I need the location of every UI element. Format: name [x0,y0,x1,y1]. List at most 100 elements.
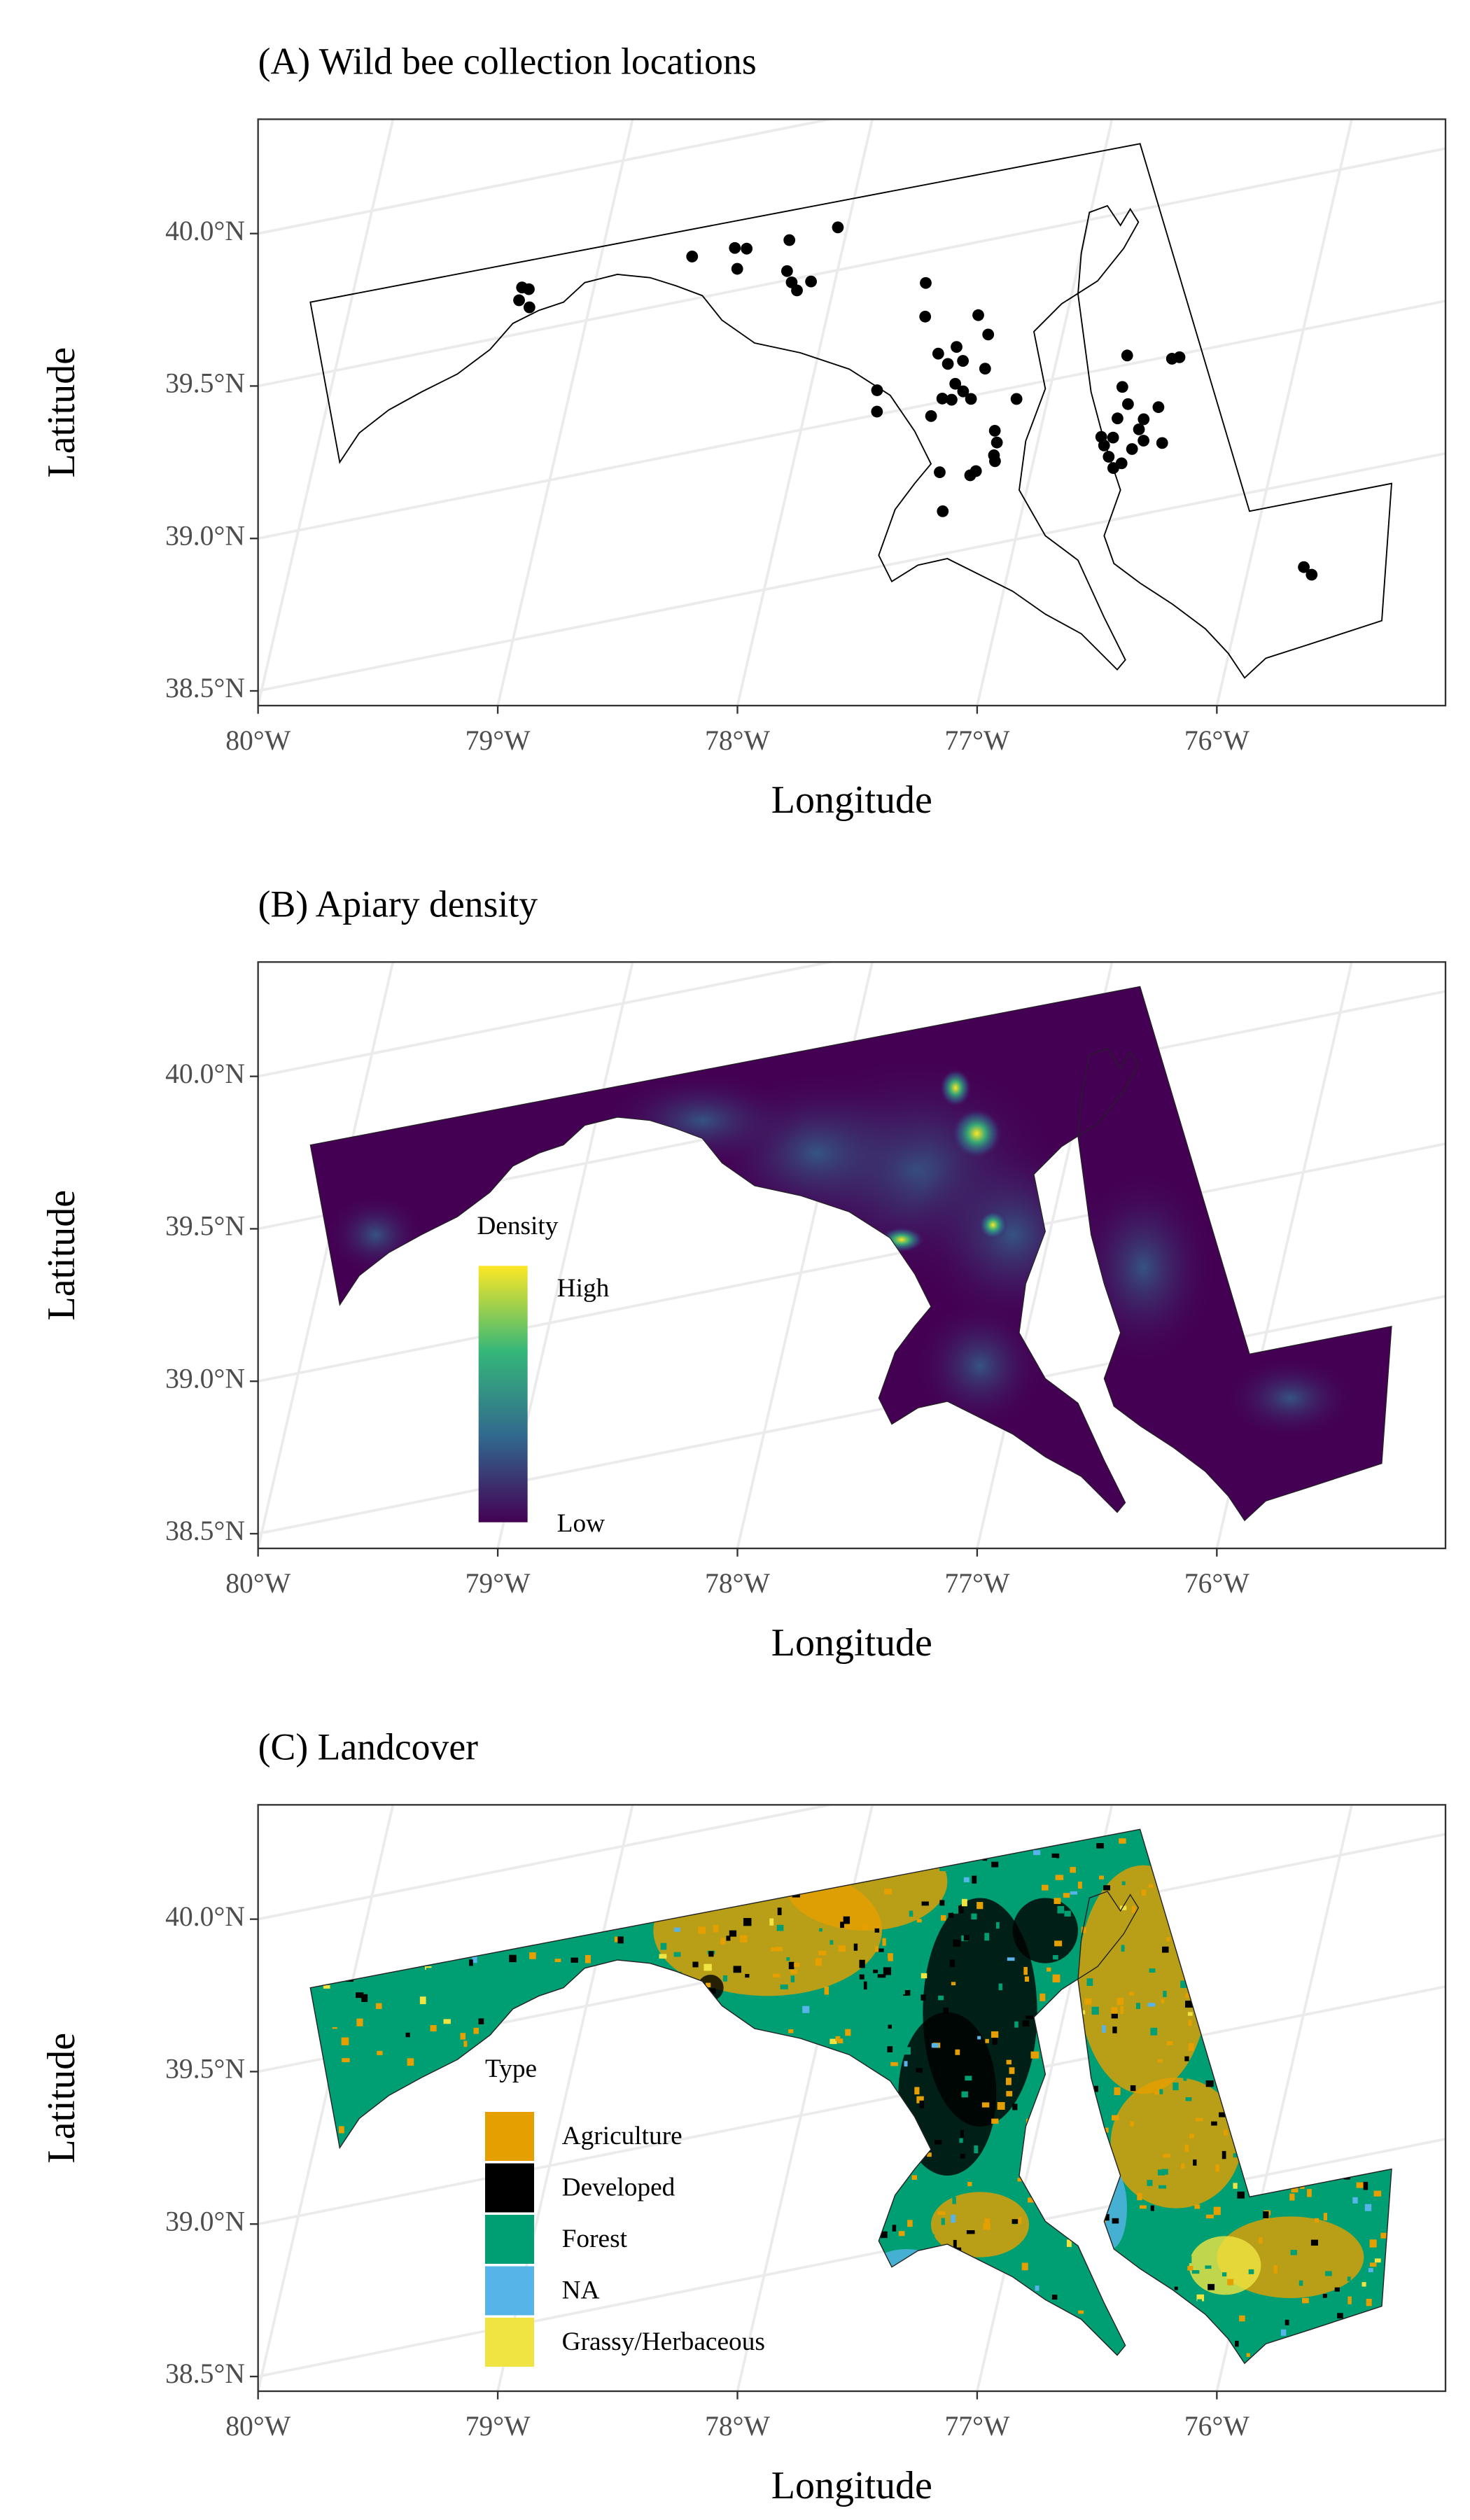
landcover-pixel [1063,1893,1070,1898]
landcover-pixel [1291,2187,1298,2193]
landcover-pixel [904,2061,908,2067]
landcover-pixel [554,1959,561,1963]
landcover-pixel [1036,1983,1044,1991]
landcover-pixel [1148,1884,1154,1888]
landcover-pixel [1006,2091,1013,2096]
landcover-pixel [1248,2269,1254,2274]
landcover-pixel [1023,1966,1028,1975]
collection-point [941,358,954,370]
landcover-pixel [931,2043,939,2048]
landcover-pixel [873,1969,878,1973]
landcover-pixel [1091,2006,1099,2015]
landcover-pixel [981,2102,990,2108]
collection-point [925,410,937,422]
landcover-pixel [928,2234,935,2241]
landcover-pixel [883,1967,892,1975]
landcover-pixel [1196,2294,1205,2302]
x-tick-label: 79°W [465,1568,531,1599]
landcover-pixel [1208,2283,1215,2290]
landcover-pixel [509,1954,517,1963]
landcover-pixel [909,1910,913,1917]
y-axis-label: Latitude [40,1190,83,1321]
landcover-pixel [1007,1957,1015,1961]
landcover-pixel [1026,2015,1034,2019]
landcover-pixel [726,1935,731,1941]
landcover-pixel [1024,1976,1030,1982]
x-axis-label: Longitude [771,1621,932,1665]
landcover-pixel [967,2181,972,2187]
landcover-pixel [1310,2239,1318,2246]
landcover-pixel [824,1986,830,1995]
landcover-pixel [1111,2013,1118,2019]
collection-point [1306,568,1318,581]
landcover-pixel [1307,2189,1312,2197]
landcover-pixel [1142,2258,1147,2262]
collection-point [1102,451,1115,463]
landcover-pixel [862,1923,869,1930]
landcover-pixel [1362,2282,1366,2287]
landcover-pixel [706,1982,711,1988]
landcover-pixel [1336,2300,1341,2305]
landcover-pixel [1066,2239,1072,2247]
x-tick-label: 80°W [225,1568,291,1599]
density-blob [914,1300,1046,1432]
landcover-pixel [1006,2059,1011,2065]
landcover-pixel [1137,2192,1142,2201]
landcover-pixel [729,1930,737,1937]
landcover-pixel [863,1981,867,1990]
landcover-pixel [1021,2262,1028,2271]
collection-point [934,466,946,479]
collection-point [989,455,1001,468]
landcover-pixel [1081,1926,1086,1933]
panel: (C) Landcover 80°W 79°W 78°W 77°W 76°W 38.5°N 3… [40,1726,1447,2507]
y-tick-label: 38.5°N [165,2358,245,2389]
landcover-pixel [983,2223,990,2230]
grid-line [258,119,395,706]
landcover-pixel [1147,2180,1153,2186]
landcover-pixel [1049,1858,1057,1865]
landcover-pixel [1026,2090,1035,2096]
landcover-pixel [881,2231,888,2239]
collection-point [1133,423,1145,435]
landcover-pixel [898,2231,905,2236]
landcover-pixel [907,2220,913,2227]
landcover-pixel [443,2019,451,2024]
landcover-pixel [914,2087,920,2095]
grid-line [258,1805,836,1921]
collection-point [513,294,525,307]
grid-line [258,1294,1446,1535]
x-tick-label: 79°W [465,2411,531,2442]
legend-swatch [485,2163,534,2213]
landcover-pixel [794,1963,800,1967]
landcover-pixel [389,2078,393,2085]
landcover-pixel [1343,2298,1350,2304]
landcover-pixel [953,1939,961,1947]
landcover-pixel [1298,2280,1303,2286]
legend: Density High Low [477,1212,609,1538]
landcover-pixel [788,2029,794,2033]
landcover-pixel [426,1968,434,1975]
landcover-pixel [952,2197,956,2204]
x-tick-label: 78°W [705,1568,771,1599]
grid-line [258,962,395,1549]
landcover-pixel [788,1961,794,1970]
landcover-pixel [478,2018,484,2024]
collection-point [1126,443,1138,455]
landcover-pixel [1185,2097,1192,2101]
landcover-pixel [916,2096,924,2104]
collection-point [731,262,743,275]
landcover-pixel [339,2126,344,2134]
landcover-pixel [1197,2299,1202,2305]
landcover-pixel [674,1927,680,1932]
landcover-pixel [1181,2163,1185,2169]
landcover-pixel [876,1948,884,1952]
landcover-pixel [1380,2232,1388,2239]
landcover-pixel [974,2145,979,2154]
landcover-pixel [967,1866,974,1871]
landcover-patch [1189,2236,1261,2295]
landcover-pixel [953,2239,957,2248]
landcover-pixel [1227,2278,1234,2286]
landcover-pixel [859,1959,865,1968]
landcover-pixel [998,1983,1003,1991]
landcover-pixel [844,2014,850,2019]
